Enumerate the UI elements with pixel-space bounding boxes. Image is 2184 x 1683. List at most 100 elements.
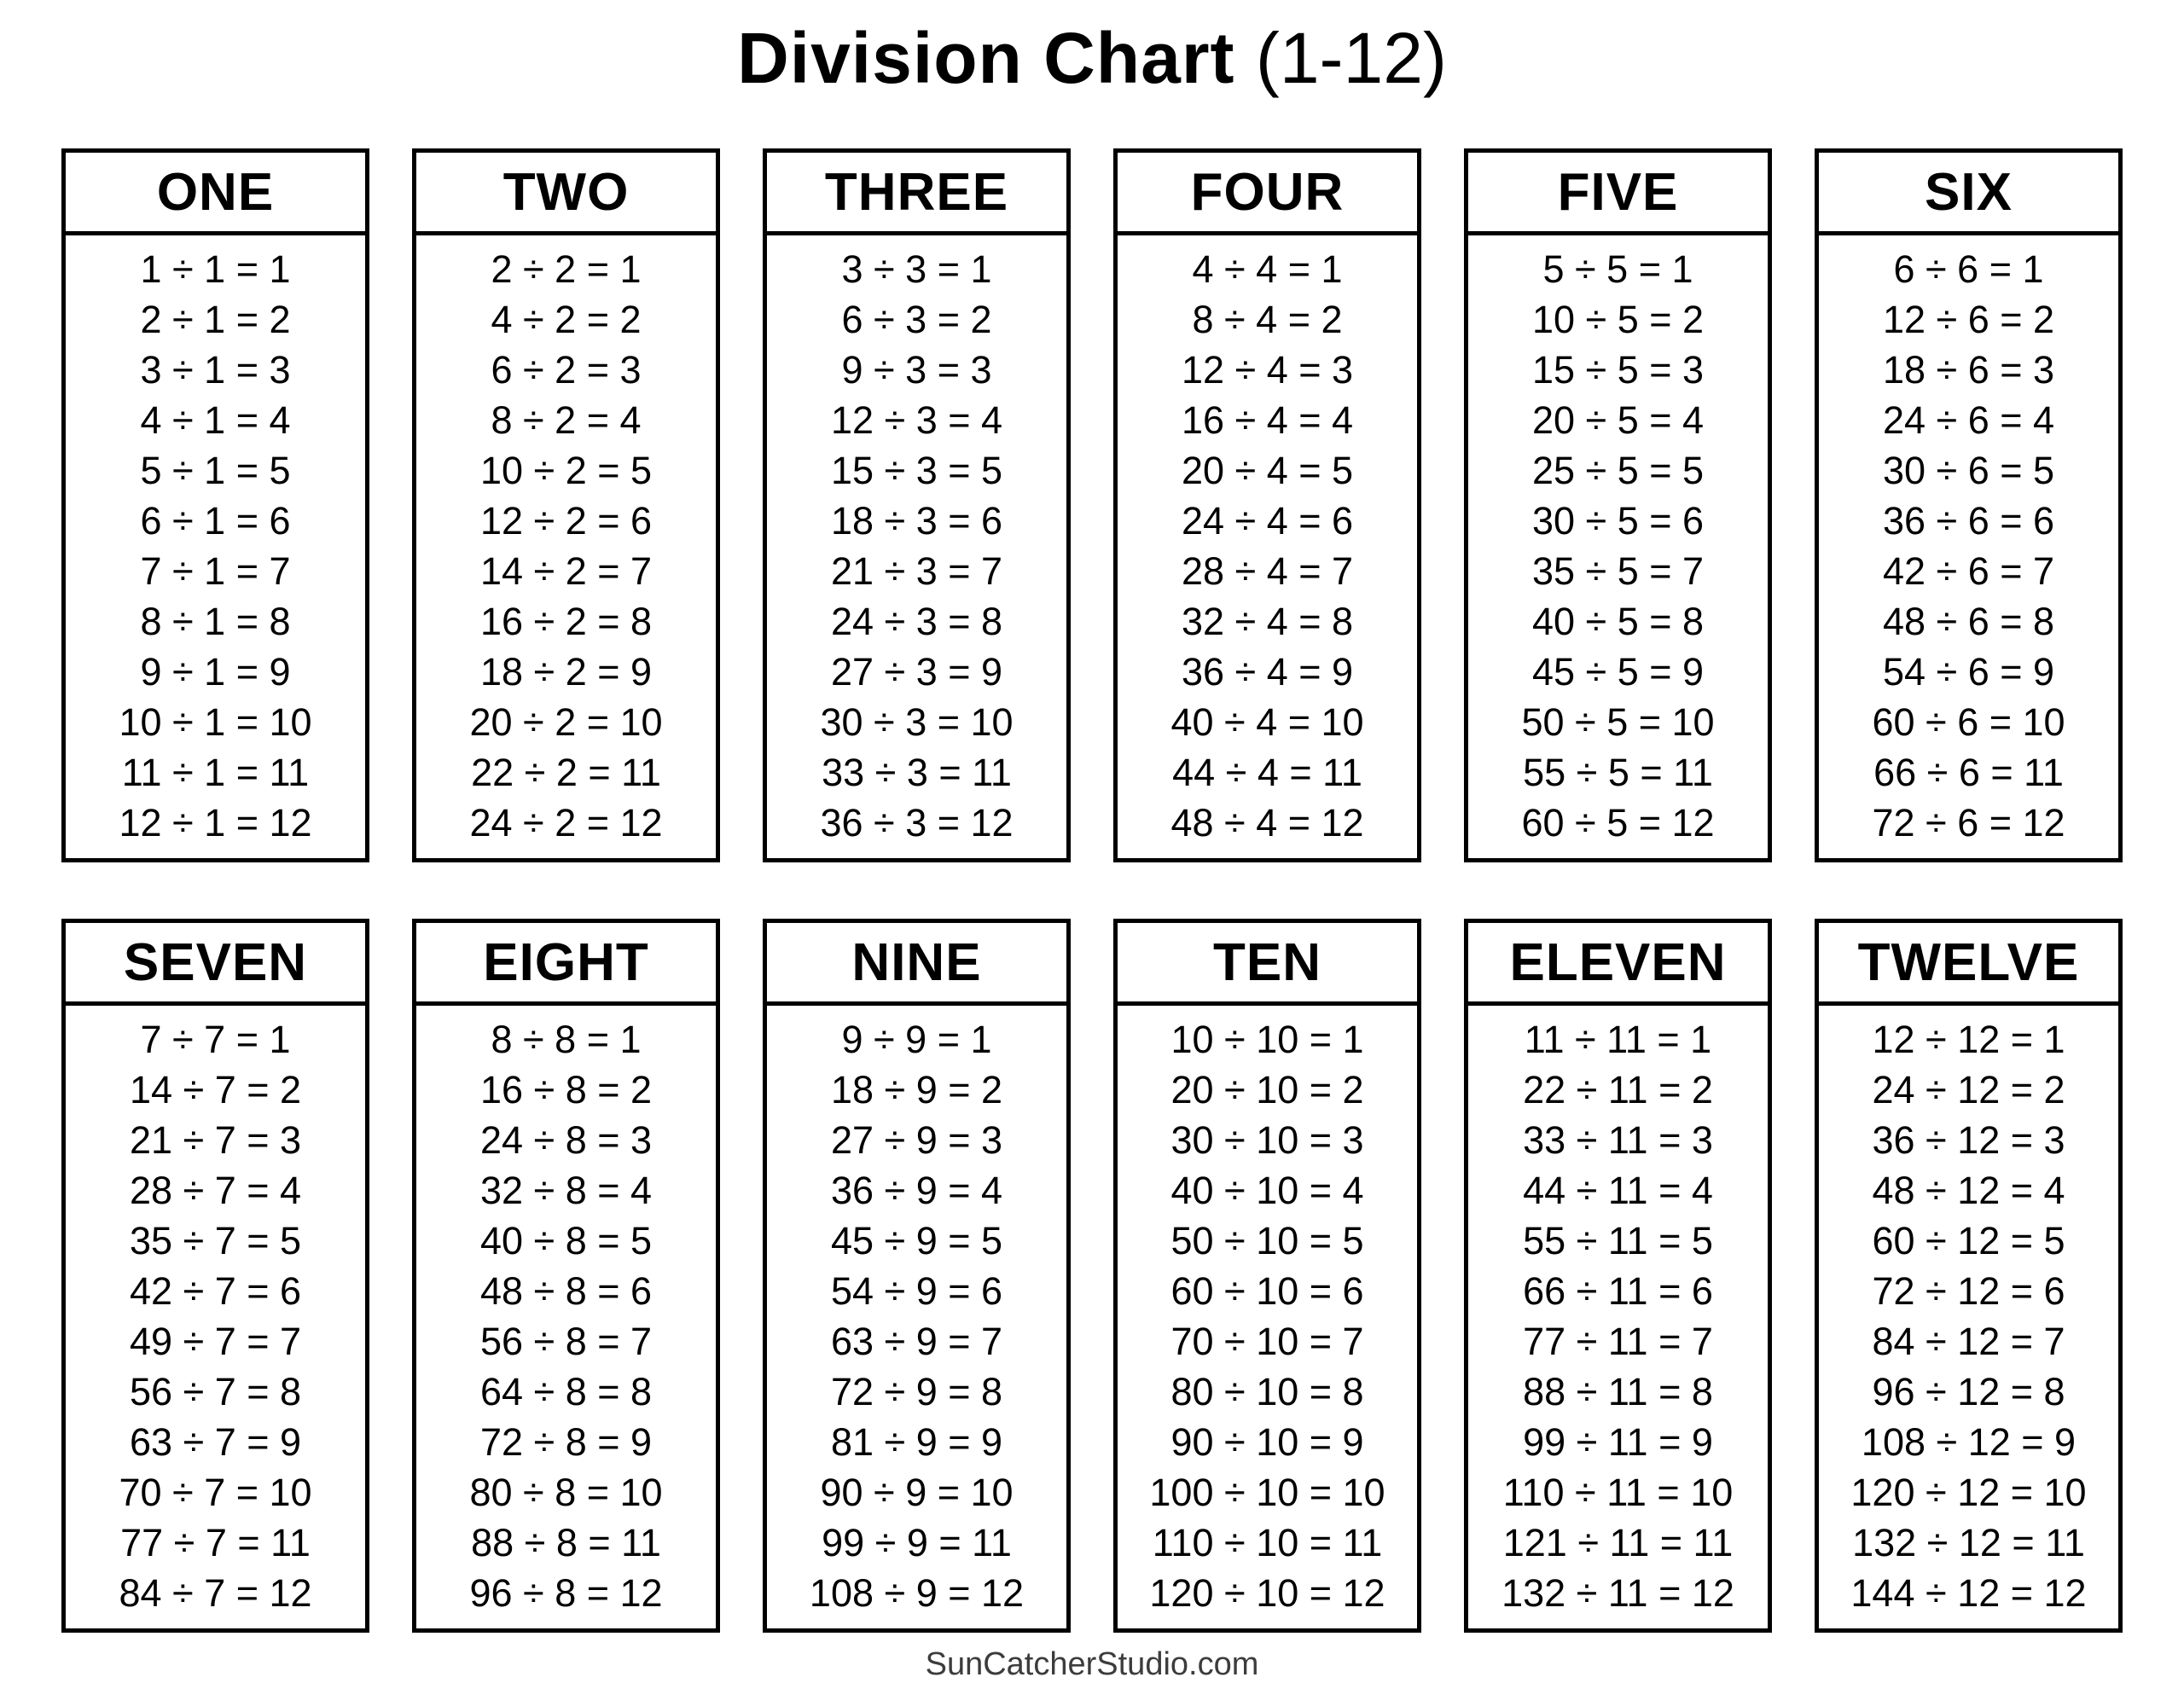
table-body: 9 ÷ 9 = 1 18 ÷ 9 = 2 27 ÷ 9 = 3 36 ÷ 9 = 4 4… <box>767 1006 1066 1628</box>
table-title: ONE <box>66 153 365 236</box>
division-table-nine: NINE 9 ÷ 9 = 1 18 ÷ 9 = 2 27 ÷ 9 = 3 36 ÷ 9 … <box>763 919 1071 1634</box>
table-title: EIGHT <box>416 923 716 1007</box>
table-body: 8 ÷ 8 = 1 16 ÷ 8 = 2 24 ÷ 8 = 3 32 ÷ 8 = 4 4… <box>416 1006 716 1628</box>
division-table-three: THREE 3 ÷ 3 = 1 6 ÷ 3 = 2 9 ÷ 3 = 3 12 ÷ 3 =… <box>763 148 1071 863</box>
equation-row: 16 ÷ 2 = 8 <box>479 600 653 644</box>
equation-row: 16 ÷ 4 = 4 <box>1181 398 1354 443</box>
equation-row: 22 ÷ 2 = 11 <box>471 751 661 795</box>
equation-row: 9 ÷ 9 = 1 <box>841 1018 992 1062</box>
equation-row: 56 ÷ 7 = 8 <box>129 1370 302 1414</box>
equation-row: 80 ÷ 10 = 8 <box>1170 1370 1364 1414</box>
equation-row: 66 ÷ 11 = 6 <box>1523 1269 1713 1314</box>
equation-row: 32 ÷ 4 = 8 <box>1181 600 1354 644</box>
equation-row: 121 ÷ 11 = 11 <box>1502 1521 1734 1565</box>
table-body: 11 ÷ 11 = 1 22 ÷ 11 = 2 33 ÷ 11 = 3 44 ÷ 11… <box>1468 1006 1768 1628</box>
equation-row: 22 ÷ 11 = 2 <box>1523 1068 1713 1112</box>
equation-row: 30 ÷ 3 = 10 <box>820 700 1014 745</box>
equation-row: 72 ÷ 9 = 8 <box>830 1370 1003 1414</box>
equation-row: 48 ÷ 8 = 6 <box>479 1269 653 1314</box>
equation-row: 11 ÷ 11 = 1 <box>1524 1018 1712 1062</box>
equation-row: 49 ÷ 7 = 7 <box>129 1320 302 1364</box>
equation-row: 30 ÷ 10 = 3 <box>1170 1118 1364 1163</box>
equation-row: 2 ÷ 1 = 2 <box>140 298 291 342</box>
page-title-range: (1-12) <box>1255 18 1447 98</box>
equation-row: 15 ÷ 5 = 3 <box>1531 348 1705 392</box>
equation-row: 10 ÷ 5 = 2 <box>1531 298 1705 342</box>
equation-row: 3 ÷ 1 = 3 <box>140 348 291 392</box>
equation-row: 72 ÷ 8 = 9 <box>479 1420 653 1465</box>
equation-row: 63 ÷ 9 = 7 <box>830 1320 1003 1364</box>
equation-row: 12 ÷ 2 = 6 <box>479 499 653 543</box>
table-title: ELEVEN <box>1468 923 1768 1007</box>
equation-row: 20 ÷ 10 = 2 <box>1170 1068 1364 1112</box>
equation-row: 18 ÷ 2 = 9 <box>479 650 653 694</box>
table-body: 12 ÷ 12 = 1 24 ÷ 12 = 2 36 ÷ 12 = 3 48 ÷ 12… <box>1819 1006 2118 1628</box>
division-table-ten: TEN 10 ÷ 10 = 1 20 ÷ 10 = 2 30 ÷ 10 = 3 40 ÷… <box>1113 919 1421 1634</box>
equation-row: 144 ÷ 12 = 12 <box>1850 1571 2087 1616</box>
equation-row: 28 ÷ 7 = 4 <box>129 1169 302 1213</box>
equation-row: 28 ÷ 4 = 7 <box>1181 549 1354 594</box>
equation-row: 77 ÷ 7 = 11 <box>120 1521 311 1565</box>
equation-row: 24 ÷ 2 = 12 <box>469 801 663 845</box>
table-title: TWO <box>416 153 716 236</box>
equation-row: 33 ÷ 11 = 3 <box>1523 1118 1713 1163</box>
equation-row: 120 ÷ 12 = 10 <box>1850 1471 2087 1515</box>
equation-row: 24 ÷ 8 = 3 <box>479 1118 653 1163</box>
page-title: Division Chart (1-12) <box>0 0 2184 97</box>
equation-row: 84 ÷ 7 = 12 <box>119 1571 312 1616</box>
equation-row: 24 ÷ 12 = 2 <box>1872 1068 2065 1112</box>
equation-row: 99 ÷ 9 = 11 <box>822 1521 1012 1565</box>
equation-row: 48 ÷ 4 = 12 <box>1170 801 1364 845</box>
division-table-one: ONE 1 ÷ 1 = 1 2 ÷ 1 = 2 3 ÷ 1 = 3 4 ÷ 1 = 4 5… <box>61 148 369 863</box>
equation-row: 24 ÷ 6 = 4 <box>1882 398 2055 443</box>
table-title: TEN <box>1118 923 1417 1007</box>
equation-row: 12 ÷ 12 = 1 <box>1872 1018 2065 1062</box>
equation-row: 54 ÷ 9 = 6 <box>830 1269 1003 1314</box>
table-body: 1 ÷ 1 = 1 2 ÷ 1 = 2 3 ÷ 1 = 3 4 ÷ 1 = 4 5 ÷ … <box>66 235 365 858</box>
equation-row: 72 ÷ 12 = 6 <box>1872 1269 2065 1314</box>
equation-row: 110 ÷ 10 = 11 <box>1152 1521 1383 1565</box>
equation-row: 11 ÷ 1 = 11 <box>121 751 310 795</box>
equation-row: 108 ÷ 9 = 12 <box>809 1571 1025 1616</box>
equation-row: 90 ÷ 9 = 10 <box>820 1471 1014 1515</box>
table-title: FOUR <box>1118 153 1417 236</box>
equation-row: 14 ÷ 7 = 2 <box>129 1068 302 1112</box>
equation-row: 7 ÷ 1 = 7 <box>140 549 291 594</box>
equation-row: 18 ÷ 3 = 6 <box>830 499 1003 543</box>
table-body: 3 ÷ 3 = 1 6 ÷ 3 = 2 9 ÷ 3 = 3 12 ÷ 3 = 4 15 … <box>767 235 1066 858</box>
equation-row: 56 ÷ 8 = 7 <box>479 1320 653 1364</box>
equation-row: 10 ÷ 10 = 1 <box>1170 1018 1364 1062</box>
equation-row: 6 ÷ 1 = 6 <box>140 499 291 543</box>
equation-row: 6 ÷ 2 = 3 <box>491 348 642 392</box>
equation-row: 27 ÷ 3 = 9 <box>830 650 1003 694</box>
equation-row: 12 ÷ 4 = 3 <box>1181 348 1354 392</box>
equation-row: 36 ÷ 12 = 3 <box>1872 1118 2065 1163</box>
equation-row: 63 ÷ 7 = 9 <box>129 1420 302 1465</box>
equation-row: 77 ÷ 11 = 7 <box>1523 1320 1713 1364</box>
equation-row: 4 ÷ 4 = 1 <box>1192 247 1343 292</box>
equation-row: 35 ÷ 5 = 7 <box>1531 549 1705 594</box>
equation-row: 8 ÷ 4 = 2 <box>1192 298 1343 342</box>
equation-row: 40 ÷ 5 = 8 <box>1531 600 1705 644</box>
equation-row: 88 ÷ 11 = 8 <box>1523 1370 1713 1414</box>
table-title: FIVE <box>1468 153 1768 236</box>
equation-row: 30 ÷ 6 = 5 <box>1882 449 2055 493</box>
equation-row: 8 ÷ 2 = 4 <box>491 398 642 443</box>
equation-row: 48 ÷ 6 = 8 <box>1882 600 2055 644</box>
division-table-five: FIVE 5 ÷ 5 = 1 10 ÷ 5 = 2 15 ÷ 5 = 3 20 ÷ 5 … <box>1464 148 1772 863</box>
equation-row: 120 ÷ 10 = 12 <box>1149 1571 1385 1616</box>
table-title: THREE <box>767 153 1066 236</box>
equation-row: 45 ÷ 5 = 9 <box>1531 650 1705 694</box>
equation-row: 36 ÷ 3 = 12 <box>820 801 1014 845</box>
division-table-twelve: TWELVE 12 ÷ 12 = 1 24 ÷ 12 = 2 36 ÷ 12 = 3 4… <box>1815 919 2123 1634</box>
equation-row: 110 ÷ 11 = 10 <box>1502 1471 1734 1515</box>
equation-row: 36 ÷ 4 = 9 <box>1181 650 1354 694</box>
equation-row: 9 ÷ 3 = 3 <box>841 348 992 392</box>
table-body: 6 ÷ 6 = 1 12 ÷ 6 = 2 18 ÷ 6 = 3 24 ÷ 6 = 4 3… <box>1819 235 2118 858</box>
equation-row: 84 ÷ 12 = 7 <box>1872 1320 2065 1364</box>
equation-row: 50 ÷ 5 = 10 <box>1521 700 1715 745</box>
equation-row: 2 ÷ 2 = 1 <box>491 247 642 292</box>
equation-row: 8 ÷ 1 = 8 <box>140 600 291 644</box>
equation-row: 99 ÷ 11 = 9 <box>1523 1420 1713 1465</box>
table-body: 2 ÷ 2 = 1 4 ÷ 2 = 2 6 ÷ 2 = 3 8 ÷ 2 = 4 10 ÷… <box>416 235 716 858</box>
